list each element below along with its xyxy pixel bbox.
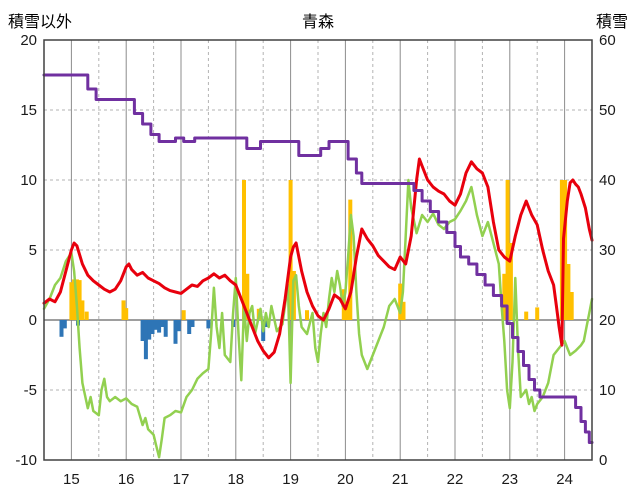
orange-bars bbox=[124, 308, 129, 320]
blue-bars bbox=[59, 320, 64, 337]
orange-bars bbox=[305, 310, 309, 320]
blue-bars bbox=[140, 320, 145, 341]
orange-bars bbox=[69, 282, 74, 320]
x-axis-tick: 22 bbox=[447, 471, 464, 488]
green-line bbox=[42, 178, 594, 459]
blue-bars bbox=[190, 320, 195, 327]
blue-bars bbox=[187, 320, 192, 334]
orange-bars bbox=[563, 180, 568, 320]
orange-bars bbox=[401, 301, 406, 320]
orange-bars bbox=[348, 199, 353, 320]
orange-bars bbox=[245, 273, 250, 320]
left-axis-tick: -5 bbox=[24, 382, 37, 399]
orange-bars bbox=[72, 279, 77, 320]
chart-title: 青森 bbox=[301, 14, 334, 31]
orange-bars bbox=[242, 180, 246, 320]
orange-bars bbox=[566, 264, 571, 320]
x-axis-tick: 19 bbox=[282, 471, 299, 488]
blue-bars bbox=[153, 320, 158, 330]
blue-bars bbox=[160, 320, 165, 327]
plot-frame bbox=[43, 39, 593, 461]
orange-bars bbox=[77, 280, 82, 320]
left-axis-tick: -10 bbox=[15, 452, 37, 469]
orange-bars bbox=[502, 273, 507, 320]
orange-bars bbox=[508, 243, 513, 320]
red-line bbox=[42, 157, 594, 360]
right-axis-tick: 40 bbox=[599, 172, 616, 189]
blue-bars bbox=[173, 320, 178, 344]
blue-bars bbox=[157, 320, 162, 333]
x-axis-tick: 16 bbox=[118, 471, 135, 488]
left-axis-tick: 10 bbox=[20, 172, 37, 189]
x-axis-tick: 20 bbox=[337, 471, 354, 488]
blue-bars bbox=[206, 320, 211, 329]
x-axis-tick: 18 bbox=[227, 471, 244, 488]
orange-bars bbox=[535, 307, 540, 320]
right-axis-label: 積雪 bbox=[595, 14, 628, 31]
right-axis-tick: 20 bbox=[599, 312, 616, 329]
blue-bars bbox=[147, 320, 152, 340]
orange-bars bbox=[181, 310, 186, 320]
blue-bars bbox=[163, 320, 168, 337]
orange-bars bbox=[505, 180, 510, 320]
orange-bars bbox=[121, 300, 126, 320]
orange-bars bbox=[80, 300, 85, 320]
left-axis-tick: 15 bbox=[20, 102, 37, 119]
x-axis-tick: 17 bbox=[173, 471, 190, 488]
orange-bars bbox=[345, 304, 349, 320]
left-axis-tick: 5 bbox=[29, 242, 37, 259]
blue-bars bbox=[264, 320, 269, 327]
blue-bars bbox=[62, 320, 67, 329]
blue-bars bbox=[150, 320, 155, 334]
right-axis-tick: 50 bbox=[599, 102, 616, 119]
orange-bars bbox=[288, 180, 293, 320]
orange-bars bbox=[569, 292, 574, 320]
x-axis-tick: 23 bbox=[501, 471, 518, 488]
orange-bars bbox=[84, 311, 89, 320]
left-axis-tick: 20 bbox=[20, 32, 37, 49]
left-axis-label: 積雪以外 bbox=[8, 14, 73, 31]
right-axis-tick: 60 bbox=[599, 32, 616, 49]
right-axis-tick: 30 bbox=[599, 242, 616, 259]
x-axis-tick: 15 bbox=[63, 471, 80, 488]
blue-bars bbox=[176, 320, 181, 332]
right-axis-tick: 0 bbox=[599, 452, 607, 469]
orange-bars bbox=[524, 311, 529, 320]
x-axis-tick: 24 bbox=[556, 471, 573, 488]
x-axis-tick: 21 bbox=[392, 471, 409, 488]
blue-bars bbox=[143, 320, 148, 360]
purple-line bbox=[42, 73, 594, 444]
right-axis-tick: 10 bbox=[599, 382, 616, 399]
orange-bars bbox=[398, 283, 403, 320]
left-axis-tick: 0 bbox=[29, 312, 37, 329]
